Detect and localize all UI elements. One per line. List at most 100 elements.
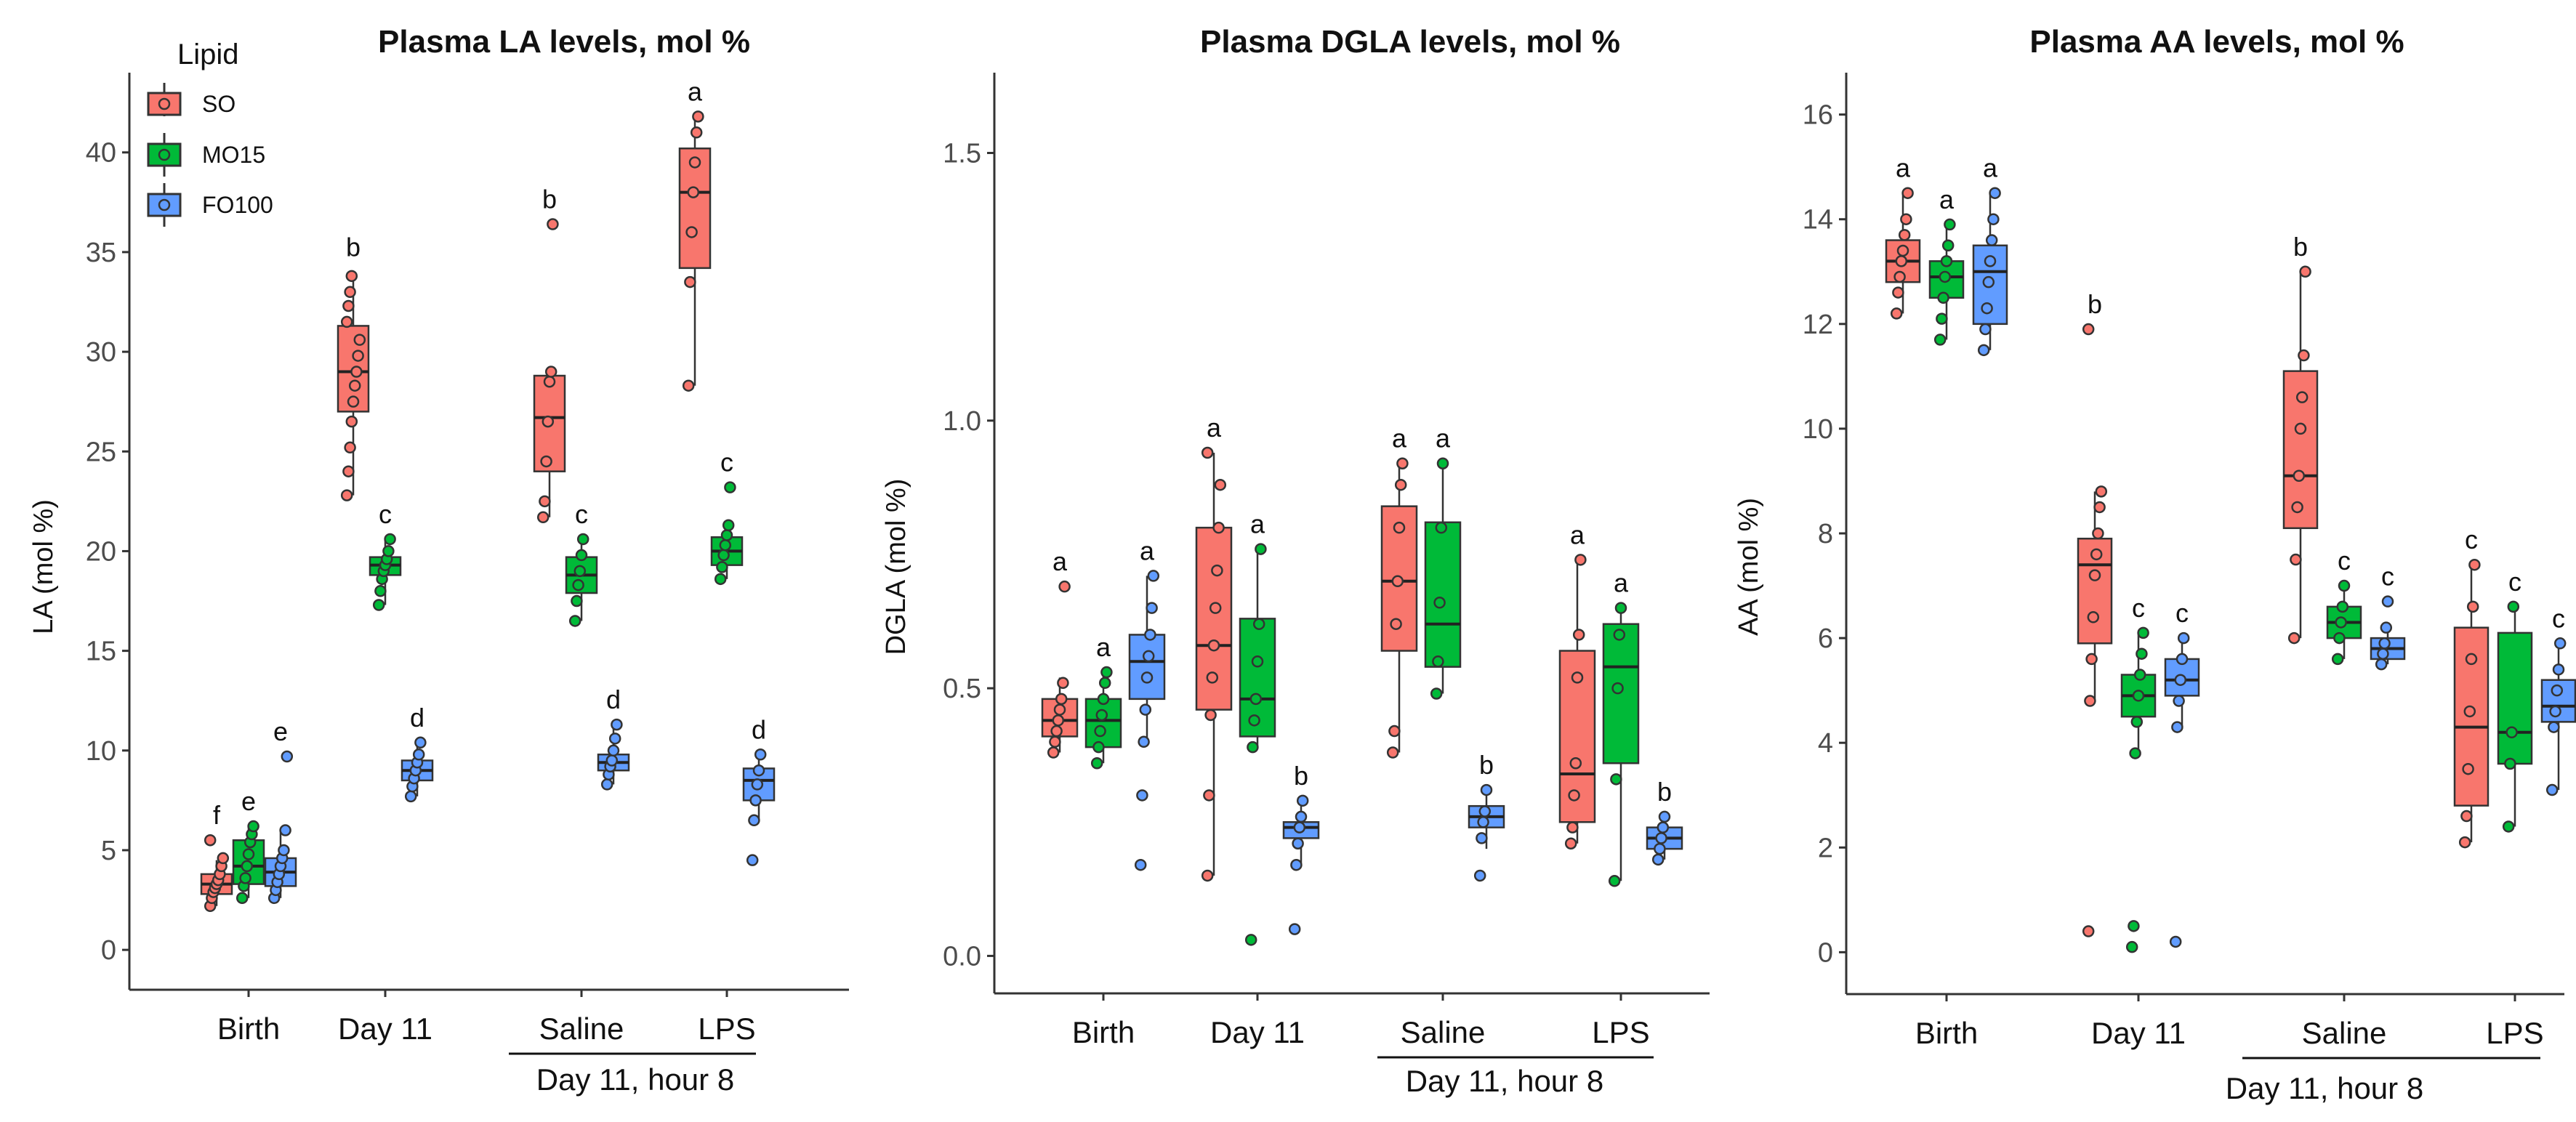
axes-aa: 0 2 4 6 8 10 12 14 16 Birth Day 11 Saline LPS bbox=[1803, 73, 2564, 1060]
data-point bbox=[1140, 671, 1154, 684]
box-day-11-mo15: a bbox=[1239, 509, 1276, 946]
data-point bbox=[353, 334, 366, 346]
box-birth-mo15: e bbox=[232, 786, 265, 905]
data-point bbox=[1288, 923, 1301, 935]
data-point bbox=[1574, 554, 1587, 566]
data-point bbox=[2087, 611, 2100, 623]
data-point bbox=[1090, 757, 1103, 770]
y-tick-label: 8 bbox=[1818, 519, 1833, 549]
data-point bbox=[412, 748, 425, 761]
data-point bbox=[1214, 478, 1227, 491]
data-point bbox=[2169, 935, 2182, 948]
y-tick-label: 14 bbox=[1803, 205, 1833, 235]
significance-letter: a bbox=[1250, 509, 1265, 539]
data-point bbox=[2549, 705, 2561, 718]
data-point bbox=[217, 852, 230, 865]
data-point bbox=[2085, 653, 2098, 666]
data-point bbox=[1898, 229, 1911, 241]
data-point bbox=[1201, 446, 1214, 459]
data-point bbox=[1896, 244, 1909, 257]
significance-letter: b bbox=[1657, 777, 1672, 807]
data-point bbox=[1433, 597, 1446, 609]
x-tick-label: Day 11 bbox=[1210, 1015, 1305, 1049]
significance-letter: b bbox=[2088, 289, 2102, 319]
data-point bbox=[239, 872, 251, 884]
data-point bbox=[1211, 564, 1223, 577]
data-point bbox=[2092, 527, 2104, 540]
data-point bbox=[1941, 239, 1955, 251]
data-point bbox=[2090, 548, 2103, 561]
data-point bbox=[1209, 602, 1222, 614]
data-point bbox=[1147, 570, 1160, 582]
data-point bbox=[1142, 650, 1155, 663]
data-point bbox=[572, 578, 584, 592]
box-lps-fo100: d bbox=[742, 714, 776, 866]
data-point bbox=[716, 561, 728, 573]
data-point bbox=[384, 533, 396, 546]
data-point bbox=[342, 299, 355, 312]
data-point bbox=[684, 275, 696, 288]
box-day-11-so: b bbox=[337, 232, 370, 501]
y-tick-label: 4 bbox=[1818, 728, 1833, 759]
data-point bbox=[1207, 639, 1220, 652]
data-point bbox=[1979, 323, 1992, 336]
data-point bbox=[241, 860, 254, 873]
box-lps-so: c bbox=[2453, 525, 2490, 849]
data-point bbox=[1296, 794, 1309, 807]
data-point bbox=[2378, 637, 2391, 650]
data-point bbox=[1203, 789, 1215, 802]
data-point bbox=[2552, 663, 2565, 676]
y-tick-label: 25 bbox=[86, 437, 116, 467]
data-point bbox=[543, 375, 556, 388]
significance-letter: c bbox=[2338, 546, 2351, 576]
box-lps-so: a bbox=[1558, 520, 1596, 849]
data-point bbox=[575, 549, 588, 562]
data-point bbox=[1247, 740, 1259, 754]
data-point bbox=[1936, 312, 1948, 325]
data-point bbox=[1055, 693, 1068, 706]
data-point bbox=[2136, 647, 2148, 660]
data-point bbox=[1201, 869, 1214, 882]
x-tick-label: Day 11 bbox=[2091, 1016, 2186, 1050]
data-point bbox=[2545, 783, 2559, 796]
box-lps-mo15: c bbox=[710, 448, 744, 586]
data-point bbox=[1057, 677, 1069, 690]
data-point bbox=[752, 764, 765, 777]
box-lps-mo15: a bbox=[1602, 568, 1640, 887]
data-point bbox=[1654, 842, 1666, 855]
data-point bbox=[345, 415, 358, 428]
significance-letter: e bbox=[273, 717, 288, 746]
data-point bbox=[687, 186, 700, 198]
data-point bbox=[1655, 832, 1667, 844]
data-point bbox=[278, 844, 290, 857]
significance-letter: b bbox=[542, 185, 557, 214]
x-tick-label: Saline bbox=[1401, 1015, 1486, 1049]
legend-item-mo15: MO15 bbox=[147, 133, 265, 177]
data-point bbox=[1982, 275, 1995, 288]
significance-letter: d bbox=[606, 685, 621, 714]
data-point bbox=[352, 350, 364, 362]
data-point bbox=[1393, 521, 1406, 534]
data-point bbox=[414, 736, 427, 749]
legend-label-mo15: MO15 bbox=[202, 142, 265, 168]
data-point bbox=[692, 110, 704, 123]
significance-letter: e bbox=[241, 786, 256, 816]
x-tick-label: Birth bbox=[1915, 1016, 1978, 1050]
significance-letter: a bbox=[1207, 413, 1222, 443]
data-point bbox=[2294, 422, 2307, 435]
data-point bbox=[1052, 714, 1065, 727]
data-point bbox=[1092, 740, 1105, 754]
box-day-11-fo100: b bbox=[1282, 761, 1320, 935]
significance-letter: a bbox=[1096, 632, 1111, 662]
box-iqr bbox=[1128, 634, 1166, 701]
y-tick-label: 10 bbox=[1803, 414, 1833, 445]
data-point bbox=[1893, 270, 1906, 283]
data-point bbox=[2377, 647, 2389, 660]
data-point bbox=[685, 226, 698, 238]
box-lps-fo100: b bbox=[1646, 777, 1683, 866]
legend-label-fo100: FO100 bbox=[202, 192, 273, 218]
data-point bbox=[279, 824, 291, 836]
data-point bbox=[347, 395, 360, 408]
